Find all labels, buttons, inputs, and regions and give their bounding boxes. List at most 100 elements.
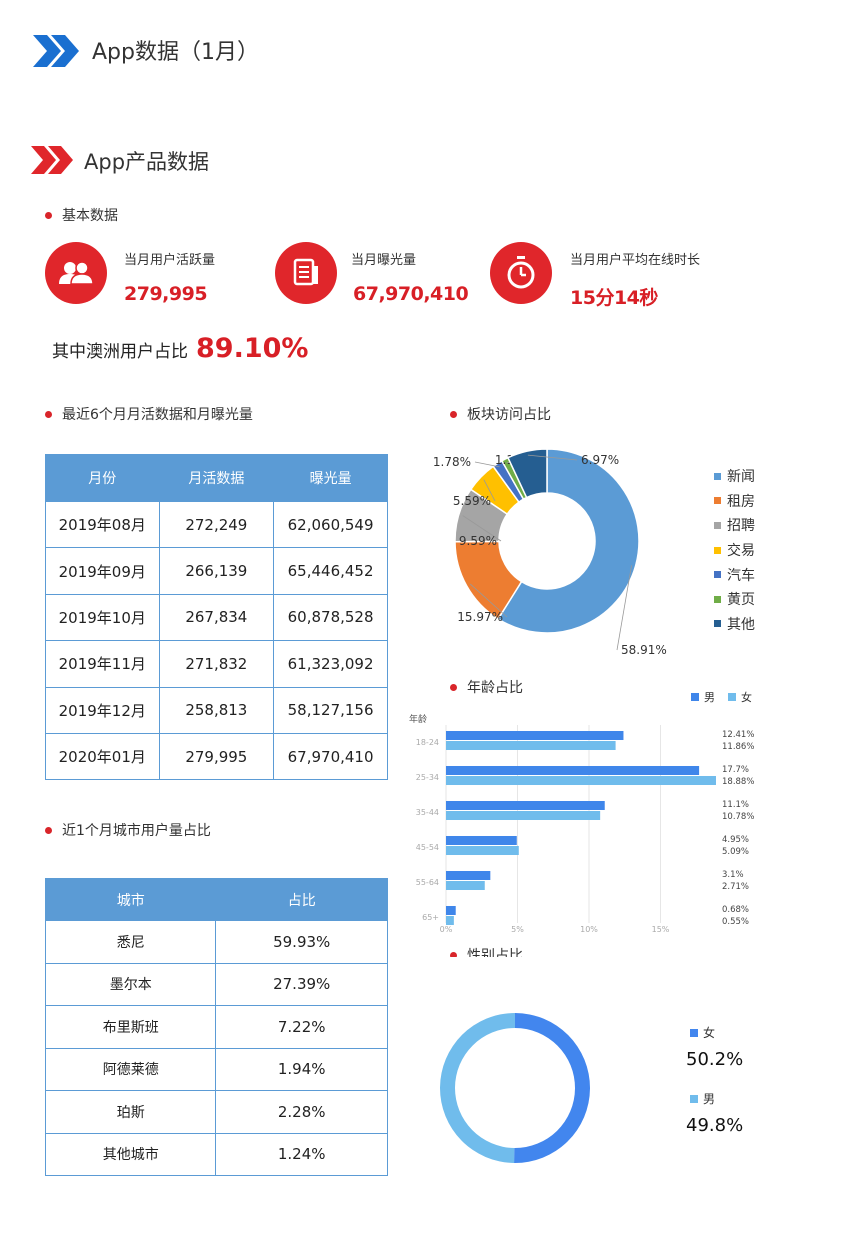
- age-data-label: 11.86%: [722, 742, 754, 752]
- section-chart-heading: 板块访问占比: [450, 404, 551, 424]
- column-header: 月份: [45, 454, 160, 502]
- legend-item: 其他: [714, 612, 755, 637]
- age-bar: [446, 846, 519, 855]
- pie-data-label: 6.97%: [581, 453, 619, 467]
- bullet-dot: [450, 683, 457, 691]
- table-row: 悉尼 59.93%: [44, 920, 388, 964]
- city-heading: 近1个月城市用户量占比: [45, 820, 211, 840]
- pie-leader-line: [616, 565, 632, 651]
- column-header: 占比: [215, 878, 388, 921]
- gender-value: 50.2%: [686, 1049, 744, 1070]
- age-data-label: 2.71%: [722, 882, 749, 892]
- gender-slice-1: [439, 1013, 515, 1163]
- australia-share-value: 89.10%: [196, 333, 309, 364]
- bullet-dot: [45, 410, 52, 418]
- exposure-cell: 58,127,156: [273, 686, 388, 734]
- month-cell: 2020年01月: [45, 732, 160, 781]
- age-bar: [446, 741, 616, 750]
- table-row: 2019年10月 267,834 60,878,528: [45, 593, 388, 642]
- gender-legend-item: 男 49.8%: [686, 1090, 743, 1136]
- pie-data-label: 15.97%: [457, 610, 503, 624]
- active-cell: 272,249: [158, 500, 275, 549]
- bullet-dot: [450, 410, 457, 418]
- legend-item: 黄页: [714, 587, 755, 612]
- bullet-dot: [450, 951, 457, 957]
- age-bar: [446, 906, 456, 915]
- age-bar: [446, 881, 485, 890]
- age-bar: [446, 731, 624, 740]
- legend-swatch: [714, 497, 721, 505]
- age-chart-heading: 年龄占比: [450, 677, 523, 697]
- age-bar: [446, 776, 716, 785]
- age-bar: [446, 916, 454, 925]
- kpi-value-online-time: 15分14秒: [570, 287, 658, 309]
- x-tick-label: 15%: [652, 925, 670, 934]
- month-cell: 2019年08月: [45, 500, 160, 549]
- age-data-label: 3.1%: [722, 870, 744, 880]
- section-visit-pie-chart: 58.91%15.97%9.59%5.59%1.78%1.19%6.97%: [433, 448, 667, 657]
- table-row: 布里斯班 7.22%: [44, 1005, 388, 1049]
- active-cell: 271,832: [158, 640, 275, 688]
- table-row: 墨尔本 27.39%: [44, 962, 388, 1006]
- age-legend-swatch: [728, 693, 736, 701]
- age-data-label: 4.95%: [722, 835, 749, 845]
- pie-leader-line: [483, 479, 496, 502]
- age-legend-swatch: [691, 693, 699, 701]
- gender-legend-swatch: [690, 1028, 698, 1037]
- month-cell: 2019年09月: [45, 547, 160, 595]
- kpi-label-exposure: 当月曝光量: [351, 253, 417, 268]
- page-title: App数据（1月）: [92, 40, 259, 65]
- gender-legend-label: 男: [703, 1092, 716, 1106]
- gender-chart-heading: 性别占比: [450, 944, 523, 957]
- legend-label: 黄页: [727, 592, 755, 609]
- legend-label: 租房: [727, 493, 755, 510]
- y-tick-label: 65+: [422, 913, 439, 922]
- kpi-label-active-users: 当月用户活跃量: [124, 253, 216, 268]
- legend-item: 租房: [714, 489, 755, 514]
- section-legend: 新闻 租房 招聘 交易 汽车 黄页 其他: [714, 464, 755, 636]
- legend-item: 招聘: [714, 513, 755, 538]
- pie-data-label: 5.59%: [453, 494, 491, 508]
- gender-legend-label: 女: [703, 1026, 716, 1040]
- pie-leader-line: [469, 583, 508, 618]
- active-cell: 279,995: [158, 732, 275, 781]
- pie-slice-6: [506, 448, 548, 499]
- table-row: 2019年12月 258,813 58,127,156: [45, 686, 388, 734]
- city-cell: 悉尼: [44, 920, 217, 964]
- age-bar: [446, 801, 605, 810]
- legend-item: 交易: [714, 538, 755, 563]
- kpi-value-active-users: 279,995: [124, 283, 208, 305]
- exposure-cell: 65,446,452: [273, 547, 388, 595]
- legend-swatch: [714, 571, 721, 579]
- pie-data-label: 58.91%: [621, 643, 667, 657]
- legend-swatch: [714, 521, 721, 529]
- pie-leader-line: [474, 461, 500, 468]
- gender-legend-swatch: [690, 1094, 698, 1103]
- city-cell: 布里斯班: [44, 1005, 217, 1049]
- column-header: 曝光量: [273, 454, 388, 502]
- gender-legend: 女 50.2% 男 49.8%: [686, 1024, 743, 1156]
- age-bar: [446, 811, 601, 820]
- city-cell: 墨尔本: [44, 962, 217, 1006]
- month-cell: 2019年10月: [45, 593, 160, 642]
- table-row: 2019年11月 271,832 61,323,092: [45, 640, 388, 688]
- age-bar: [446, 871, 491, 880]
- share-cell: 1.94%: [215, 1047, 388, 1091]
- pie-leader-line: [462, 515, 502, 542]
- table-row: 其他城市 1.24%: [44, 1132, 388, 1176]
- table-row: 2020年01月 279,995 67,970,410: [45, 732, 388, 781]
- exposure-cell: 67,970,410: [273, 732, 388, 781]
- legend-swatch: [714, 546, 721, 554]
- document-icon: [275, 242, 337, 304]
- users-icon: [45, 242, 107, 304]
- legend-label: 招聘: [727, 518, 755, 535]
- age-data-label: 12.41%: [722, 730, 754, 740]
- share-cell: 59.93%: [215, 920, 388, 964]
- kpi-value-exposure: 67,970,410: [353, 283, 469, 305]
- legend-label: 汽车: [727, 567, 755, 584]
- bullet-dot: [45, 826, 52, 834]
- gender-legend-item: 女 50.2%: [686, 1024, 743, 1070]
- gender-donut-chart: [439, 1013, 590, 1163]
- y-tick-label: 45-54: [416, 843, 439, 852]
- age-data-label: 0.55%: [722, 917, 749, 927]
